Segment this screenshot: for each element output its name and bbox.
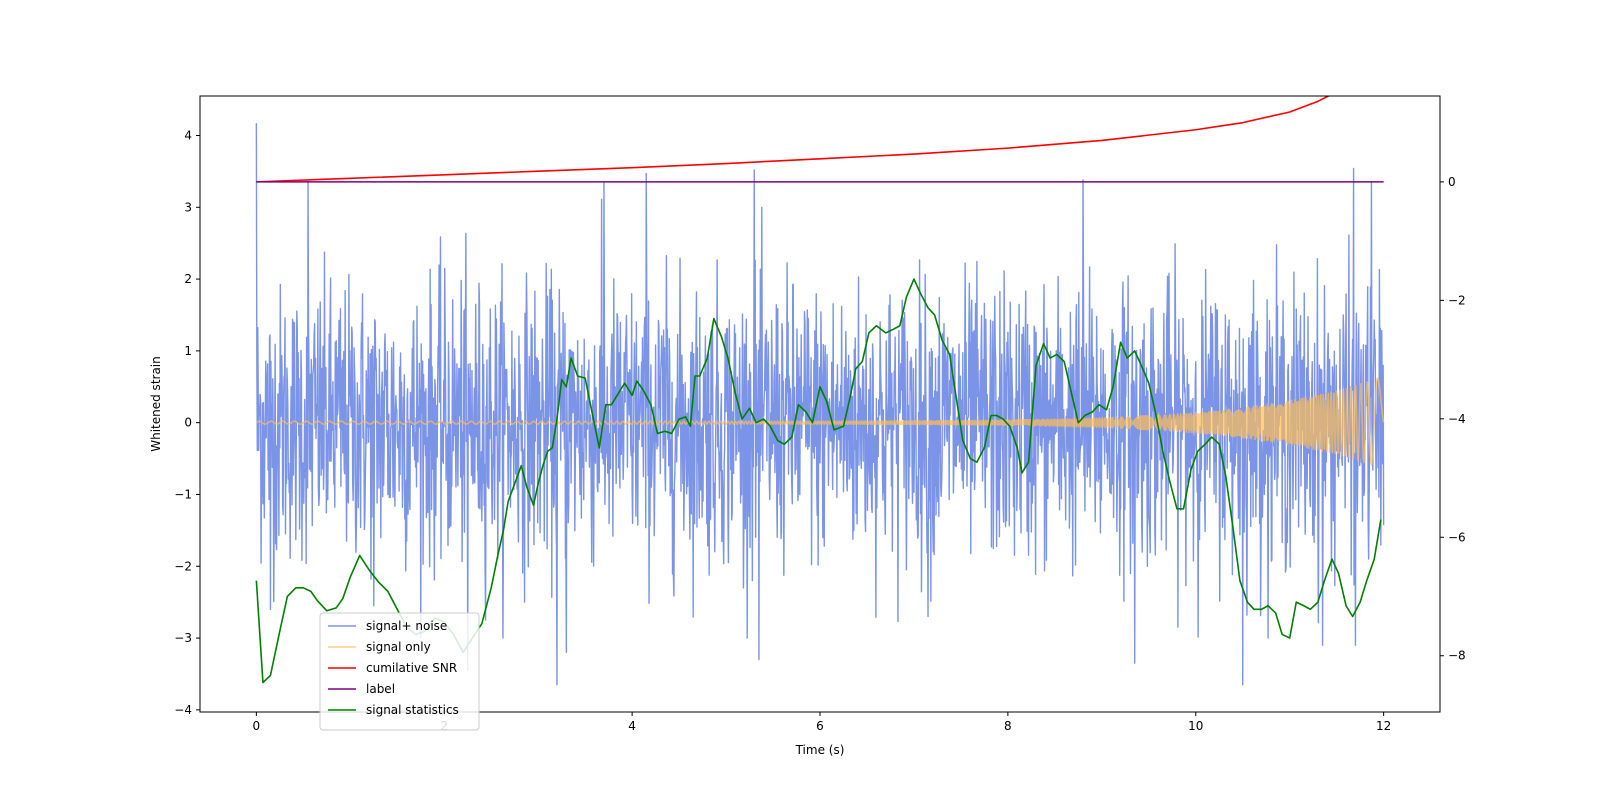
- y-axis-right: −8 −6 −4 −2 0: [1440, 175, 1466, 663]
- legend-label: label: [366, 682, 395, 696]
- y-right-tick-label: −2: [1448, 293, 1466, 307]
- x-tick-label: 10: [1188, 719, 1203, 733]
- x-tick-label: 12: [1376, 719, 1391, 733]
- legend-box: [319, 612, 480, 731]
- legend-label: signal+ noise: [366, 619, 447, 633]
- series-line-signal-only: [255, 377, 1385, 466]
- y-tick-label: −3: [174, 631, 192, 645]
- x-tick-label: 4: [628, 719, 636, 733]
- y-tick-label: −1: [174, 487, 192, 501]
- plot-area: [255, 96, 1385, 686]
- y-axis-left: −4 −3 −2 −1 0 1 2 3 4: [174, 128, 200, 717]
- y-tick-label: −2: [174, 559, 192, 573]
- series-line-signal-noise: [255, 123, 1385, 686]
- y-axis-label: Whitened strain: [149, 356, 163, 452]
- legend-label: cumilative SNR: [366, 661, 457, 675]
- y-tick-label: 1: [184, 344, 192, 358]
- y-tick-label: 0: [184, 416, 192, 430]
- x-axis-label: Time (s): [795, 743, 845, 757]
- y-tick-label: 4: [184, 128, 192, 142]
- x-tick-label: 8: [1004, 719, 1012, 733]
- legend: signal+ noise signal only cumilative SNR la…: [319, 612, 480, 731]
- series-line-cumilative-snr: [256, 96, 1331, 183]
- x-tick-label: 0: [253, 719, 261, 733]
- x-tick-label: 6: [816, 719, 824, 733]
- y-right-tick-label: −4: [1448, 412, 1466, 426]
- y-tick-label: 2: [184, 272, 192, 286]
- y-tick-label: −4: [174, 703, 192, 717]
- series-line-signal-statistics: [255, 278, 1382, 684]
- y-right-tick-label: −6: [1448, 530, 1466, 544]
- y-right-tick-label: 0: [1448, 175, 1456, 189]
- y-right-tick-label: −8: [1448, 649, 1466, 663]
- legend-label: signal only: [366, 640, 431, 654]
- y-tick-label: 3: [184, 200, 192, 214]
- legend-label: signal statistics: [366, 703, 459, 717]
